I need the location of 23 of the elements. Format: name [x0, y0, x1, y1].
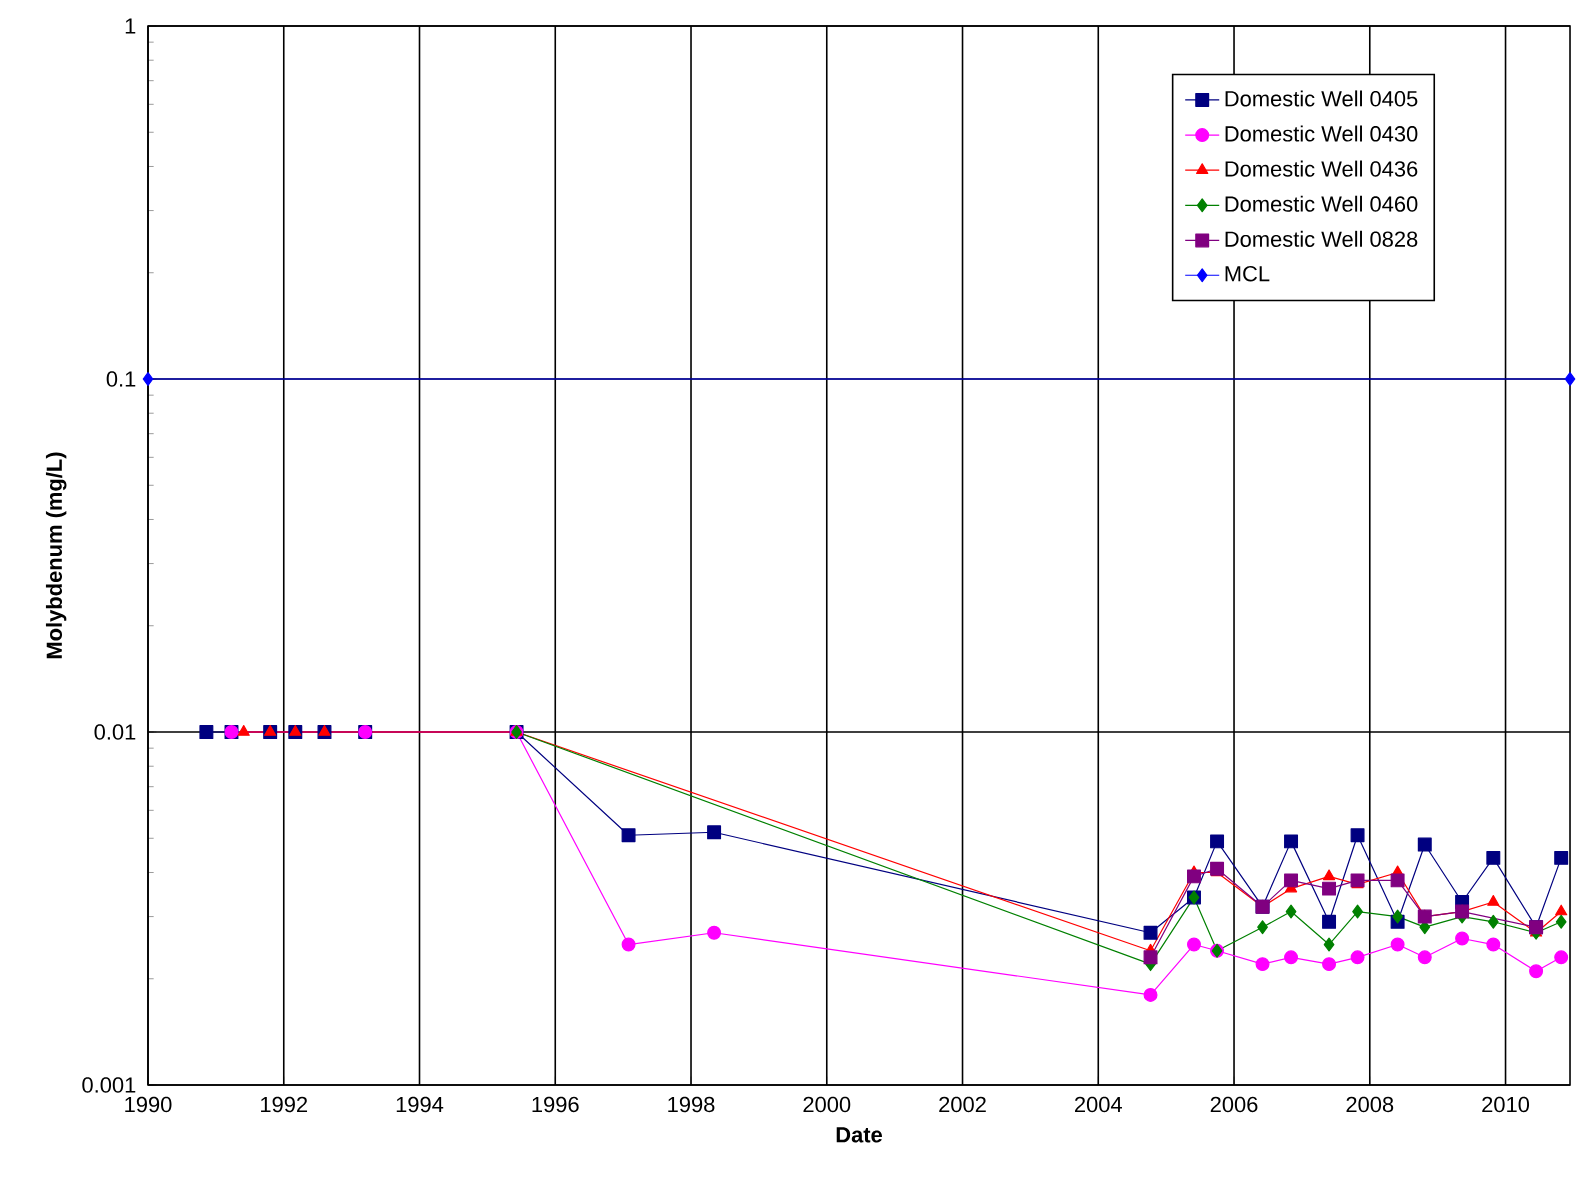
y-tick-label: 0.1 — [106, 371, 136, 387]
x-axis-title: Date — [836, 1127, 882, 1143]
legend-label: Domestic Well 0460 — [1225, 195, 1418, 212]
x-tick-label: 2002 — [939, 1096, 986, 1113]
x-tick-label: 2010 — [1482, 1096, 1530, 1113]
legend-label: MCL — [1225, 265, 1270, 282]
x-tick-label: 2006 — [1210, 1096, 1258, 1113]
x-tick-label: 1998 — [668, 1096, 715, 1113]
legend-label: Domestic Well 0828 — [1225, 230, 1418, 247]
legend-label: Domestic Well 0405 — [1225, 90, 1418, 107]
legend-label: Domestic Well 0436 — [1225, 160, 1418, 177]
y-tick-label: 0.001 — [82, 1077, 136, 1093]
x-tick-label: 1990 — [125, 1096, 172, 1113]
y-tick-label: 1 — [125, 18, 136, 34]
x-tick-label: 1996 — [532, 1096, 579, 1113]
legend-label: Domestic Well 0430 — [1225, 125, 1418, 142]
x-tick-label: 1994 — [396, 1096, 444, 1113]
y-tick-label: 0.01 — [94, 724, 136, 740]
x-tick-label: 1992 — [261, 1096, 308, 1113]
y-axis-title: Molybdenum (mg/L) — [45, 452, 67, 659]
x-tick-label: 2000 — [803, 1096, 851, 1113]
x-tick-label: 2008 — [1346, 1096, 1394, 1113]
x-tick-label: 2004 — [1074, 1096, 1122, 1113]
